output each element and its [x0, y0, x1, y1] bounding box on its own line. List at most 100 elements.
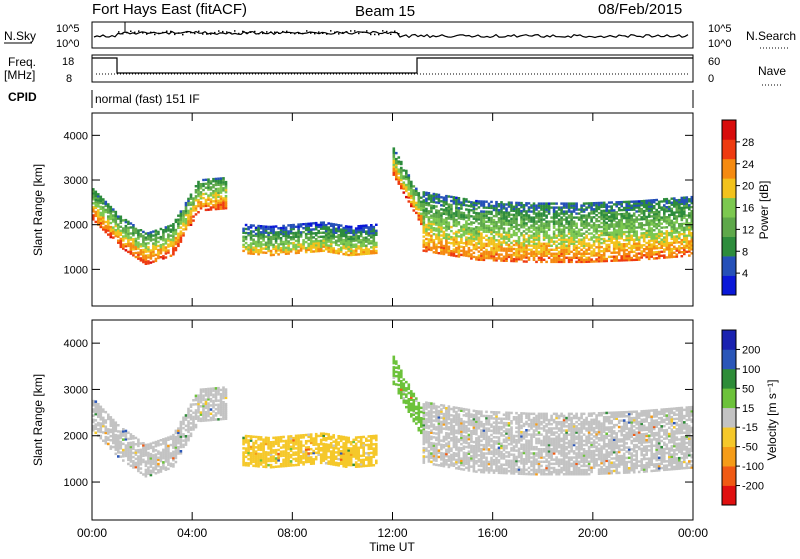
heatmap-cell	[553, 223, 556, 225]
heatmap-cell	[495, 221, 498, 223]
heatmap-cell	[430, 247, 433, 249]
heatmap-cell	[302, 444, 305, 447]
heatmap-cell	[190, 194, 193, 196]
heatmap-cell	[270, 441, 273, 444]
heatmap-cell	[463, 228, 466, 230]
heatmap-cell	[95, 432, 98, 435]
heatmap-cell	[645, 246, 648, 248]
heatmap-cell	[623, 215, 626, 217]
heatmap-cell	[182, 232, 185, 234]
heatmap-cell	[580, 204, 583, 206]
colorbar-tick-label: 8	[742, 246, 748, 258]
heatmap-cell	[310, 452, 313, 455]
heatmap-cell	[663, 248, 666, 250]
heatmap-cell	[165, 238, 168, 240]
heatmap-cell	[210, 417, 213, 420]
heatmap-cell	[575, 231, 578, 233]
heatmap-cell	[282, 241, 285, 243]
heatmap-cell	[610, 256, 613, 258]
heatmap-cell	[513, 240, 516, 242]
heatmap-cell	[655, 203, 658, 205]
nsearch-dot	[262, 33, 264, 35]
heatmap-cell	[195, 189, 198, 191]
heatmap-cell	[618, 241, 621, 243]
heatmap-cell	[180, 210, 183, 212]
heatmap-cell	[290, 242, 293, 244]
heatmap-cell	[548, 223, 551, 225]
heatmap-cell	[120, 220, 123, 222]
nsearch-dot	[326, 33, 328, 35]
heatmap-cell	[425, 208, 428, 210]
heatmap-cell	[593, 240, 596, 242]
heatmap-cell	[638, 252, 641, 254]
heatmap-cell	[332, 223, 335, 225]
heatmap-cell	[415, 188, 418, 190]
heatmap-cell	[285, 243, 288, 245]
heatmap-cell	[495, 201, 498, 203]
heatmap-cell	[485, 201, 488, 203]
heatmap-cell	[200, 405, 203, 408]
heatmap-cell	[440, 238, 443, 240]
heatmap-cell	[608, 250, 611, 252]
heatmap-cell	[290, 460, 293, 463]
heatmap-cell	[563, 225, 566, 227]
heatmap-cell	[565, 235, 568, 237]
heatmap-cell	[160, 452, 163, 455]
heatmap-cell	[355, 227, 358, 229]
heatmap-cell	[668, 242, 671, 244]
heatmap-cell	[475, 242, 478, 244]
heatmap-cell	[130, 226, 133, 228]
heatmap-cell	[560, 202, 563, 204]
heatmap-cell	[360, 229, 363, 231]
heatmap-cell	[468, 205, 471, 207]
nsearch-dot	[346, 31, 348, 32]
heatmap-cell	[528, 202, 531, 204]
heatmap-cell	[175, 461, 178, 464]
heatmap-cell	[428, 240, 431, 242]
heatmap-cell	[615, 251, 618, 253]
heatmap-cell	[540, 223, 543, 225]
heatmap-cell	[681, 247, 684, 249]
heatmap-cell	[593, 202, 596, 204]
heatmap-cell	[405, 170, 408, 172]
heatmap-cell	[210, 186, 213, 188]
colorbar-segment	[722, 198, 736, 218]
heatmap-cell	[260, 436, 263, 439]
heatmap-cell	[257, 444, 260, 447]
nave-label: Nave	[758, 64, 786, 78]
heatmap-cell	[220, 418, 223, 421]
heatmap-cell	[205, 199, 208, 201]
heatmap-cell	[535, 220, 538, 222]
heatmap-cell	[440, 208, 443, 210]
colorbar-segment	[722, 276, 736, 296]
nsearch-dot	[382, 30, 384, 32]
heatmap-cell	[530, 249, 533, 251]
nsearch-dot	[342, 32, 344, 34]
heatmap-cell	[310, 456, 313, 459]
heatmap-cell	[347, 230, 350, 232]
heatmap-cell	[590, 202, 593, 204]
heatmap-cell	[190, 410, 193, 413]
heatmap-cell	[117, 215, 120, 217]
nsearch-dot	[134, 32, 136, 33]
heatmap-cell	[217, 404, 220, 407]
heatmap-cell	[430, 205, 433, 207]
heatmap-cell	[160, 466, 163, 469]
heatmap-cell	[608, 205, 611, 207]
heatmap-cell	[335, 236, 338, 238]
heatmap-cell	[337, 248, 340, 250]
heatmap-cell	[578, 212, 581, 214]
heatmap-cell	[165, 256, 168, 258]
heatmap-cell	[110, 429, 113, 432]
nsearch-dot	[186, 31, 188, 33]
heatmap-cell	[608, 201, 611, 203]
heatmap-cell	[550, 220, 553, 222]
heatmap-cell	[485, 249, 488, 251]
heatmap-cell	[485, 211, 488, 213]
nsky-panel: N.Sky 10^5 10^0 10^5 10^0 N.Search	[4, 22, 796, 50]
heatmap-cell	[252, 224, 255, 226]
heatmap-cell	[678, 223, 681, 225]
heatmap-cell	[430, 235, 433, 237]
heatmap-cell	[287, 452, 290, 455]
heatmap-cell	[130, 242, 133, 244]
